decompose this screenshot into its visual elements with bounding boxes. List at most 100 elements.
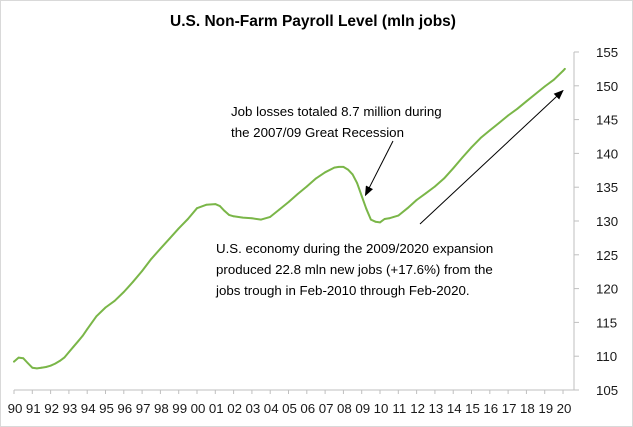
data-point	[452, 167, 455, 170]
data-point	[365, 207, 368, 210]
data-point	[370, 218, 372, 221]
data-point	[159, 247, 162, 250]
data-point	[45, 366, 47, 368]
data-point	[562, 70, 564, 72]
data-point	[260, 218, 262, 221]
data-point	[241, 216, 244, 219]
x-tick-label: 12	[410, 401, 425, 416]
annotation-text: Job losses totaled 8.7 million during the…	[231, 104, 442, 140]
data-point	[40, 366, 43, 369]
annotation-line: jobs trough in Feb-2010 through Feb-2020…	[215, 283, 470, 298]
data-point	[356, 182, 358, 185]
data-point	[49, 364, 52, 367]
data-point	[228, 214, 230, 216]
data-point	[17, 356, 20, 359]
x-tick-label: 98	[154, 401, 169, 416]
data-point	[232, 215, 235, 218]
x-tick-label: 03	[246, 401, 261, 416]
data-point	[287, 201, 290, 204]
data-point	[392, 216, 395, 218]
annotations-layer: Job losses totaled 8.7 million during the…	[215, 89, 564, 298]
data-point	[553, 78, 555, 81]
data-point	[104, 306, 107, 309]
x-tick-label: 15	[465, 401, 480, 416]
data-point	[122, 291, 125, 293]
data-point	[360, 195, 363, 197]
data-point	[168, 237, 171, 240]
data-point	[68, 351, 70, 353]
data-point	[296, 193, 299, 195]
x-tick-label: 19	[538, 401, 553, 416]
chart-title: U.S. Non-Farm Payroll Level (mln jobs)	[170, 13, 456, 30]
x-tick-label: 05	[282, 401, 297, 416]
data-point	[337, 166, 340, 168]
data-point	[36, 367, 38, 370]
data-point	[77, 340, 79, 343]
data-point	[534, 93, 537, 95]
x-axis: 90 91 92 93 94 95 96 97 98 99 00 01 02 03 04 05 06 07 08 09…	[8, 389, 574, 416]
data-point	[187, 218, 189, 220]
data-point	[388, 217, 391, 220]
y-axis: 105 110 115 120 125 130 135 140 145 150 155	[573, 45, 618, 398]
data-point	[324, 171, 326, 174]
data-point	[498, 122, 500, 124]
x-tick-label: 90	[8, 401, 23, 416]
data-point	[434, 185, 436, 188]
data-point	[205, 203, 208, 206]
x-tick-label: 13	[429, 401, 444, 416]
x-tick-label: 96	[117, 401, 132, 416]
x-tick-label: 97	[136, 401, 151, 416]
y-tick-label: 115	[596, 315, 617, 330]
x-tick-label: 07	[319, 401, 334, 416]
y-tick-label: 125	[596, 248, 618, 263]
data-point	[525, 100, 528, 103]
data-point	[278, 208, 281, 211]
annotation-arrow	[419, 89, 564, 225]
x-tick-label: 14	[447, 401, 462, 416]
y-tick-label: 110	[596, 349, 617, 364]
data-point	[223, 210, 226, 212]
data-point	[479, 137, 482, 139]
data-point	[443, 177, 445, 180]
annotation-line: Job losses totaled 8.7 million during	[231, 104, 442, 119]
data-point	[383, 218, 386, 220]
data-point	[374, 220, 377, 223]
x-tick-label: 93	[63, 401, 78, 416]
data-point	[196, 207, 198, 210]
data-point	[26, 362, 29, 364]
x-tick-label: 01	[209, 401, 224, 416]
x-tick-label: 16	[483, 401, 498, 416]
data-point	[347, 168, 349, 171]
x-tick-label: 17	[502, 401, 517, 416]
data-point	[54, 362, 57, 365]
x-tick-label: 02	[227, 401, 242, 416]
data-point	[251, 217, 253, 220]
data-point	[305, 185, 308, 188]
data-point	[22, 357, 25, 360]
x-tick-label: 95	[99, 401, 114, 416]
y-tick-label: 120	[596, 282, 618, 297]
x-tick-label: 91	[26, 401, 41, 416]
data-point	[563, 68, 566, 70]
data-point	[406, 207, 409, 210]
x-tick-label: 18	[520, 401, 535, 416]
data-point	[379, 221, 381, 224]
data-point	[81, 335, 84, 337]
data-point	[132, 280, 134, 283]
data-point	[269, 216, 272, 218]
data-point	[141, 270, 144, 272]
data-point	[63, 356, 66, 359]
x-tick-label: 92	[44, 401, 59, 416]
data-point	[397, 214, 400, 217]
x-tick-label: 94	[81, 401, 96, 416]
y-tick-label: 135	[596, 180, 618, 195]
data-point	[86, 328, 89, 331]
data-point	[95, 315, 98, 318]
data-point	[214, 203, 217, 206]
data-point	[424, 192, 427, 195]
annotation-text: U.S. economy during the 2009/2020 expans…	[215, 241, 493, 298]
data-point	[315, 177, 317, 180]
annotation-arrow	[364, 140, 394, 197]
data-point	[31, 366, 34, 369]
